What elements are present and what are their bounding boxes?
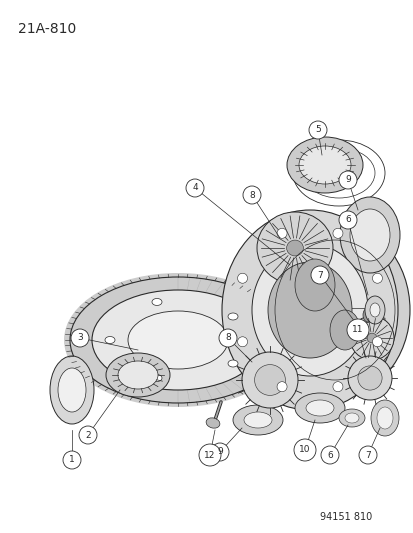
Text: 8: 8 — [249, 190, 254, 199]
Ellipse shape — [276, 228, 286, 238]
Circle shape — [320, 446, 338, 464]
FancyBboxPatch shape — [299, 308, 367, 322]
Ellipse shape — [294, 393, 344, 423]
Ellipse shape — [237, 337, 247, 347]
Ellipse shape — [294, 308, 304, 322]
Circle shape — [293, 439, 315, 461]
Text: 9: 9 — [216, 448, 222, 456]
Ellipse shape — [344, 413, 358, 423]
Text: 2: 2 — [85, 431, 90, 440]
Text: 9: 9 — [344, 175, 350, 184]
Text: 6: 6 — [326, 450, 332, 459]
Circle shape — [338, 211, 356, 229]
Ellipse shape — [228, 360, 237, 367]
Ellipse shape — [206, 418, 219, 428]
Ellipse shape — [105, 336, 115, 343]
Ellipse shape — [286, 137, 362, 193]
Ellipse shape — [332, 382, 342, 392]
Ellipse shape — [338, 409, 364, 427]
Circle shape — [242, 186, 260, 204]
Ellipse shape — [370, 400, 398, 436]
Ellipse shape — [92, 290, 263, 390]
Circle shape — [310, 266, 328, 284]
Ellipse shape — [349, 209, 389, 261]
Ellipse shape — [332, 228, 342, 238]
Ellipse shape — [349, 316, 393, 360]
Circle shape — [218, 329, 236, 347]
Ellipse shape — [237, 273, 247, 283]
Ellipse shape — [276, 382, 286, 392]
Text: 4: 4 — [192, 183, 197, 192]
Text: 21A-810: 21A-810 — [18, 22, 76, 36]
Ellipse shape — [64, 273, 291, 407]
Ellipse shape — [50, 356, 94, 424]
Text: 3: 3 — [77, 334, 83, 343]
Text: 7: 7 — [364, 450, 370, 459]
FancyBboxPatch shape — [369, 318, 384, 326]
Ellipse shape — [364, 296, 384, 324]
Ellipse shape — [267, 262, 351, 358]
Text: 12: 12 — [204, 450, 215, 459]
Text: 11: 11 — [351, 326, 363, 335]
Ellipse shape — [362, 308, 372, 322]
Text: 7: 7 — [316, 271, 322, 279]
Ellipse shape — [256, 212, 332, 284]
Ellipse shape — [233, 405, 282, 435]
Circle shape — [338, 171, 356, 189]
Ellipse shape — [286, 240, 303, 256]
Ellipse shape — [298, 146, 350, 184]
Ellipse shape — [347, 356, 391, 400]
Ellipse shape — [372, 273, 382, 283]
Ellipse shape — [152, 298, 161, 305]
Text: 94151 810: 94151 810 — [319, 512, 371, 522]
Ellipse shape — [152, 375, 161, 382]
Circle shape — [71, 329, 89, 347]
Ellipse shape — [252, 244, 367, 376]
Ellipse shape — [221, 210, 397, 410]
Circle shape — [346, 319, 368, 341]
Circle shape — [79, 426, 97, 444]
Ellipse shape — [369, 303, 379, 317]
Ellipse shape — [305, 400, 333, 416]
Text: 1: 1 — [69, 456, 75, 464]
Ellipse shape — [242, 352, 297, 408]
Ellipse shape — [372, 337, 382, 347]
Ellipse shape — [118, 361, 158, 389]
Text: 6: 6 — [344, 215, 350, 224]
Ellipse shape — [58, 368, 86, 412]
Circle shape — [358, 446, 376, 464]
Circle shape — [185, 179, 204, 197]
Ellipse shape — [228, 313, 237, 320]
Ellipse shape — [294, 259, 334, 311]
Ellipse shape — [259, 222, 409, 398]
Text: 10: 10 — [299, 446, 310, 455]
Text: 8: 8 — [225, 334, 230, 343]
Ellipse shape — [357, 366, 381, 390]
Circle shape — [199, 444, 221, 466]
Ellipse shape — [254, 365, 285, 395]
Circle shape — [308, 121, 326, 139]
Ellipse shape — [128, 311, 228, 369]
Ellipse shape — [376, 407, 392, 429]
Text: 5: 5 — [314, 125, 320, 134]
Ellipse shape — [339, 197, 399, 273]
Ellipse shape — [366, 333, 376, 343]
Circle shape — [63, 451, 81, 469]
Circle shape — [211, 443, 228, 461]
Ellipse shape — [329, 310, 359, 350]
Ellipse shape — [243, 412, 271, 428]
Ellipse shape — [106, 353, 170, 397]
